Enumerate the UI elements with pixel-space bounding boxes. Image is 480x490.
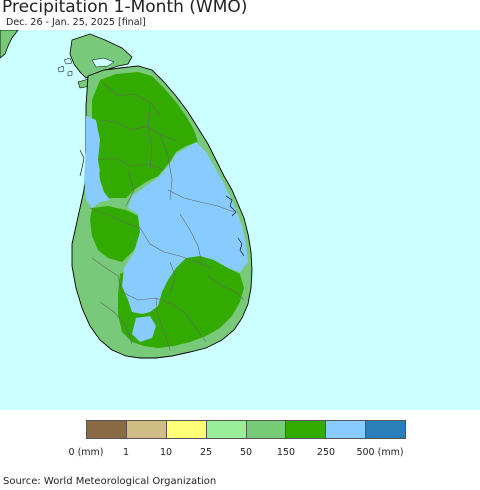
- legend-swatch: [326, 421, 367, 438]
- map-subtitle: Dec. 26 - Jan. 25, 2025 [final]: [6, 17, 146, 28]
- legend-swatch: [206, 421, 247, 438]
- zone-150-250-west: [90, 206, 140, 262]
- map-title: Precipitation 1-Month (WMO): [2, 0, 248, 17]
- legend-swatch: [87, 421, 127, 438]
- district-boundaries: [89, 83, 245, 351]
- legend-swatch: [366, 421, 405, 438]
- legend-swatch: [286, 421, 327, 438]
- puttalam-lagoon: [79, 149, 85, 177]
- legend-label: 10: [159, 447, 173, 458]
- zone-250-500-east: [122, 142, 248, 314]
- legend-label: 50: [239, 447, 253, 458]
- india-coast-land: [0, 30, 19, 59]
- source-credit: Source: World Meteorological Organizatio…: [3, 476, 217, 487]
- jaffna-inner-lagoon: [91, 57, 115, 68]
- islet-2: [57, 65, 65, 73]
- zone-150-250-north: [92, 72, 198, 200]
- islet-1: [63, 57, 73, 65]
- batticaloa-lagoon: [237, 237, 245, 257]
- legend-label: 500 (mm): [356, 447, 404, 458]
- legend-label: 150: [276, 447, 296, 458]
- precipitation-map: [0, 30, 480, 410]
- legend-swatch: [126, 421, 167, 438]
- legend-swatch: [166, 421, 207, 438]
- legend-label: 250: [316, 447, 336, 458]
- zone-250-500-northwest: [84, 116, 110, 208]
- legend-label: 25: [199, 447, 213, 458]
- legend-swatch: [246, 421, 287, 438]
- zone-250-500-south-spot: [132, 316, 156, 342]
- legend-labels: 0 (mm) 1 10 25 50 150 250 500 (mm): [0, 447, 480, 461]
- jaffna-peninsula: [69, 33, 133, 79]
- islet-3: [67, 70, 73, 77]
- legend-label: 0 (mm): [68, 447, 104, 458]
- trincomalee-coast-detail: [225, 195, 237, 217]
- legend-label: 1: [122, 447, 130, 458]
- legend-color-bar: [86, 420, 406, 439]
